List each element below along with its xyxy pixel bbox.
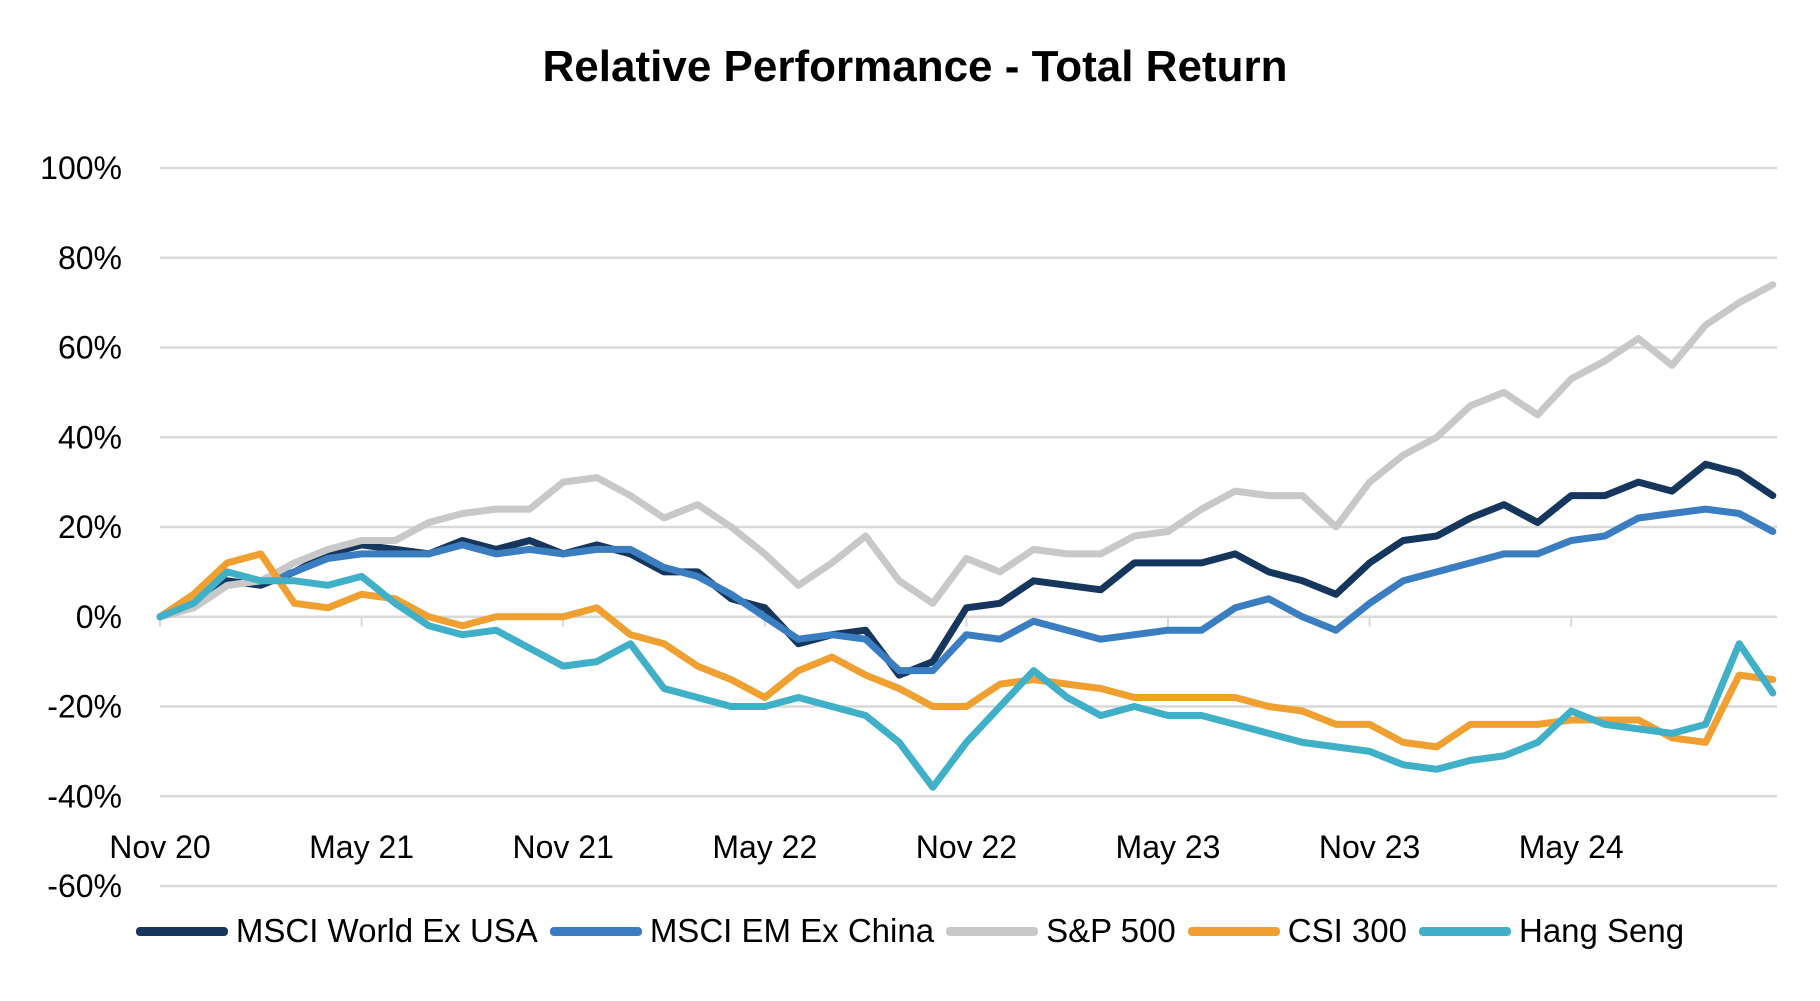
legend-swatch — [135, 926, 228, 936]
series-line-csi-300 — [156, 550, 1777, 751]
series-line-hang-seng — [156, 568, 1777, 791]
legend-item: MSCI EM Ex China — [549, 912, 935, 950]
x-tick-label: Nov 20 — [109, 829, 210, 865]
y-tick-label: -40% — [47, 778, 122, 814]
legend: MSCI World Ex USA MSCI EM Ex China S&P 500… — [0, 912, 1820, 950]
legend-label: Hang Seng — [1518, 912, 1685, 949]
legend-label: MSCI World Ex USA — [235, 912, 538, 949]
y-tick-label: 100% — [40, 150, 122, 186]
y-tick-label: -20% — [47, 689, 122, 725]
x-tick-label: May 22 — [712, 829, 817, 865]
legend-item: MSCI World Ex USA — [135, 912, 538, 950]
x-tick-label: May 23 — [1116, 829, 1221, 865]
x-tick-label: May 24 — [1519, 829, 1624, 865]
legend-swatch — [549, 926, 642, 936]
legend-swatch — [1418, 926, 1511, 936]
chart-title: Relative Performance - Total Return — [542, 42, 1288, 91]
legend-label: S&P 500 — [1046, 912, 1176, 949]
y-tick-label: 20% — [58, 509, 122, 545]
y-tick-label: 40% — [58, 419, 122, 455]
series-line-s-p-500 — [156, 281, 1777, 621]
legend-item: S&P 500 — [946, 912, 1176, 950]
legend-swatch — [946, 926, 1039, 936]
y-tick-label: 0% — [76, 599, 122, 635]
y-tick-label: 80% — [58, 240, 122, 276]
x-tick-label: Nov 22 — [916, 829, 1017, 865]
legend-label: CSI 300 — [1287, 912, 1407, 949]
series-line-msci-em-ex-china — [156, 505, 1777, 675]
y-tick-label: 60% — [58, 330, 122, 366]
series-line-msci-world-ex-usa — [156, 460, 1777, 679]
legend-item: Hang Seng — [1418, 912, 1685, 950]
legend-swatch — [1187, 926, 1280, 936]
legend-item: CSI 300 — [1187, 912, 1407, 950]
legend-label: MSCI EM Ex China — [649, 912, 935, 949]
x-tick-label: May 21 — [309, 829, 414, 865]
x-tick-label: Nov 21 — [513, 829, 614, 865]
x-tick-label: Nov 23 — [1319, 829, 1420, 865]
y-tick-label: -60% — [47, 868, 122, 904]
